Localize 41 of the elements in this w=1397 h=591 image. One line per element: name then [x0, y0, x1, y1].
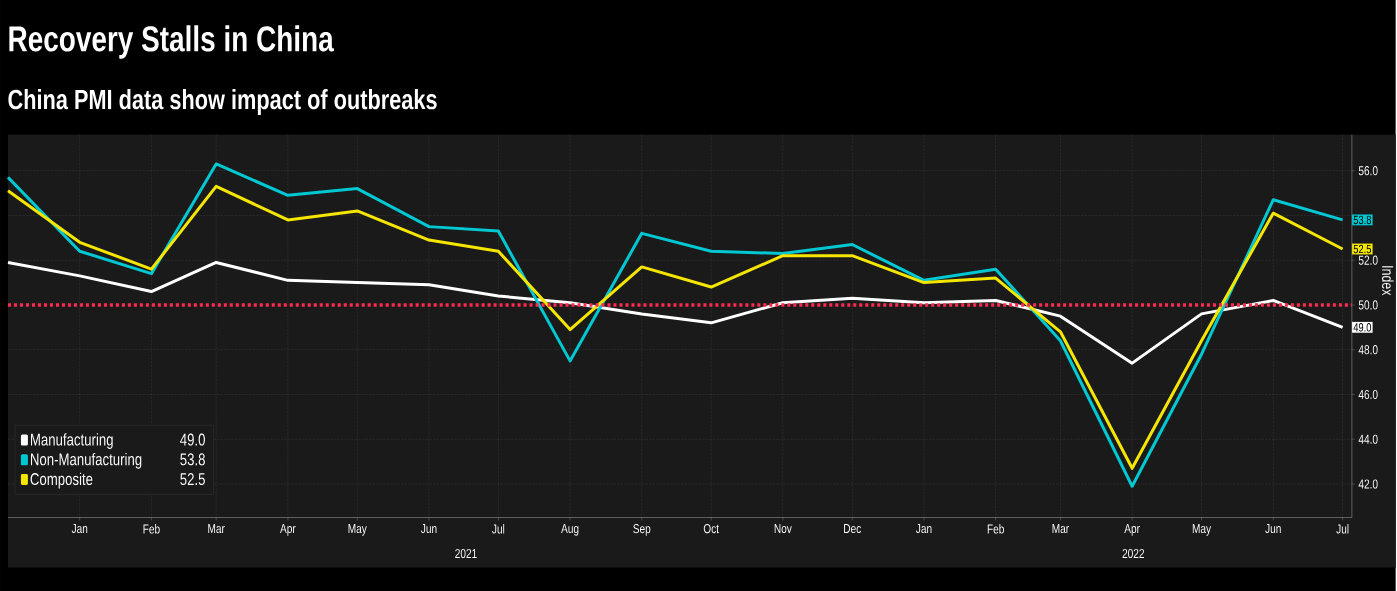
- y-tick-label: 46.0: [1358, 389, 1378, 399]
- x-tick-label: Jan: [915, 523, 932, 533]
- x-tick-label: Feb: [987, 523, 1004, 534]
- x-tick-label: Nov: [774, 523, 792, 533]
- y-tick-label: 48.0: [1358, 344, 1378, 355]
- y-axis-title: Index: [1381, 266, 1394, 296]
- x-tick-label: May: [348, 523, 367, 536]
- x-tick-label: Jun: [1265, 523, 1281, 533]
- x-tick-label: Jun: [420, 523, 437, 533]
- y-tick-label: 42.0: [1358, 479, 1378, 489]
- line-series: [6, 260, 1345, 365]
- x-tick-label: Mar: [208, 523, 225, 533]
- y-tick-label: 52.0: [1358, 255, 1378, 265]
- data-label: 52.5: [1353, 244, 1372, 253]
- x-tick-label: Feb: [143, 523, 160, 534]
- x-tick-label: Mar: [1052, 523, 1069, 533]
- legend-label: Composite: [30, 472, 93, 489]
- text: 2022: [1122, 548, 1144, 558]
- x-tick-label: May: [1192, 523, 1212, 536]
- x-tick-label: Aug: [561, 523, 579, 536]
- x-tick-label: Sep: [633, 523, 651, 536]
- text: 49.0: [180, 433, 205, 446]
- x-tick-label: Jan: [71, 523, 88, 533]
- x-tick-label: Jul: [492, 523, 505, 534]
- y-tick-label: 50.0: [1358, 300, 1378, 310]
- x-tick-label: Dec: [844, 523, 861, 533]
- x-tick-label: Apr: [1124, 523, 1140, 536]
- x-tick-label: Oct: [703, 523, 719, 533]
- y-tick-label: 56.0: [1358, 165, 1378, 176]
- data-label: 49.0: [1353, 322, 1372, 332]
- x-tick-label: Jul: [1336, 523, 1349, 534]
- data-label: 53.8: [1353, 215, 1371, 224]
- legend-label: Manufacturing: [30, 432, 113, 449]
- text: 52.5: [180, 472, 205, 485]
- x-tick-label: Apr: [280, 523, 296, 536]
- legend-label: Non-Manufacturing: [30, 452, 142, 469]
- text: 2021: [455, 548, 477, 558]
- y-tick-label: 44.0: [1358, 434, 1378, 444]
- chart-title: Recovery Stalls in China: [9, 25, 334, 59]
- text: 53.8: [180, 453, 205, 466]
- chart-subtitle: China PMI data show impact of outbreaks: [8, 88, 437, 115]
